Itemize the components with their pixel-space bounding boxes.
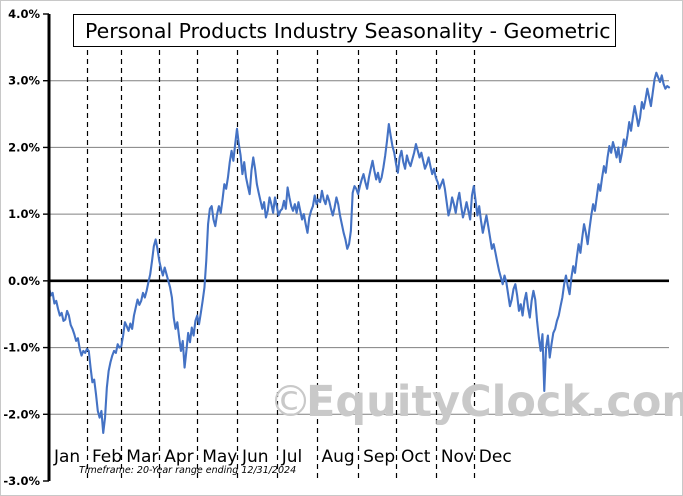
- x-tick-label-dec: Dec: [479, 447, 512, 467]
- x-tick-label-jul: Jul: [281, 447, 303, 467]
- x-tick-label-sep: Sep: [363, 447, 395, 467]
- timeframe-note: Timeframe: 20-Year range ending 12/31/20…: [79, 465, 296, 476]
- x-tick-label-may: May: [202, 447, 237, 467]
- x-tick-label-aug: Aug: [322, 447, 355, 467]
- y-tick-label: 4.0%: [8, 7, 40, 21]
- chart-title: Personal Products Industry Seasonality -…: [85, 19, 611, 43]
- x-tick-label-apr: Apr: [164, 447, 193, 467]
- data-series-line: [47, 71, 671, 435]
- y-tick-label: 1.0%: [8, 207, 40, 221]
- y-tick-label: 0.0%: [8, 274, 40, 288]
- y-tick-label: -1.0%: [3, 341, 40, 355]
- x-tick-label-mar: Mar: [126, 447, 158, 467]
- x-tick-label-nov: Nov: [441, 447, 474, 467]
- chart-title-box: [73, 14, 616, 47]
- x-tick-label-jun: Jun: [241, 447, 269, 467]
- watermark-text: EquityClock.com: [306, 377, 683, 427]
- x-tick-label-jan: Jan: [53, 447, 80, 467]
- watermark-copyright-icon: ©: [269, 377, 312, 427]
- watermark: ©EquityClock.com: [269, 377, 683, 427]
- y-tick-label: 3.0%: [8, 74, 40, 88]
- y-tick-label: -3.0%: [3, 474, 40, 488]
- x-tick-label-oct: Oct: [401, 447, 431, 467]
- y-tick-label: -2.0%: [3, 407, 40, 421]
- y-tick-label: 2.0%: [8, 140, 40, 154]
- x-tick-label-feb: Feb: [92, 447, 122, 467]
